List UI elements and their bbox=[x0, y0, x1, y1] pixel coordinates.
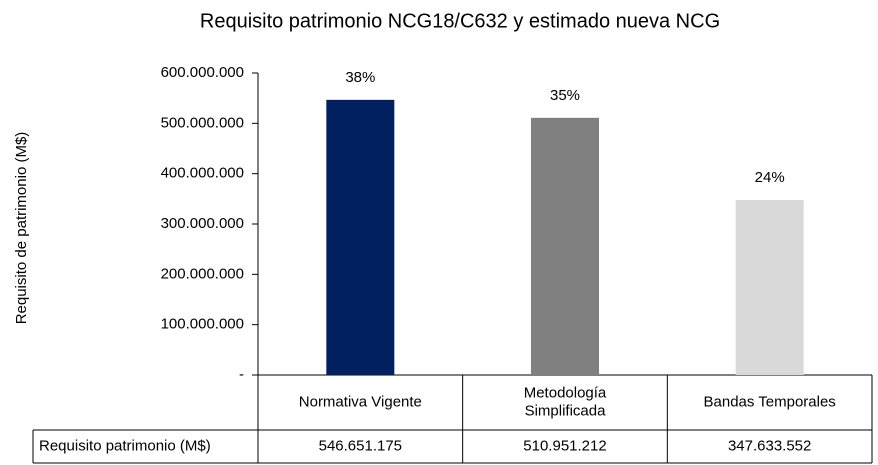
bar-annotation: 35% bbox=[550, 87, 580, 104]
y-tick-label: 300.000.000 bbox=[161, 215, 244, 232]
table-row-header: Requisito patrimonio (M$) bbox=[39, 437, 211, 454]
y-tick-label: 600.000.000 bbox=[161, 64, 244, 81]
table-value: 546.651.175 bbox=[319, 437, 402, 454]
y-tick-label: 500.000.000 bbox=[161, 114, 244, 131]
bar-annotation: 38% bbox=[345, 69, 375, 86]
x-tick-label: Normativa Vigente bbox=[299, 393, 422, 410]
y-tick-label: 100.000.000 bbox=[161, 316, 244, 333]
x-tick-label: Bandas Temporales bbox=[704, 393, 836, 410]
y-tick-label: - bbox=[239, 366, 244, 383]
table-value: 510.951.212 bbox=[523, 437, 606, 454]
y-axis-label: Requisito de patrimonio (M$) bbox=[13, 132, 30, 325]
chart-title: Requisito patrimonio NCG18/C632 y estima… bbox=[200, 10, 720, 32]
bar bbox=[531, 117, 599, 375]
table-value: 347.633.552 bbox=[728, 437, 811, 454]
y-tick-label: 200.000.000 bbox=[161, 265, 244, 282]
bar-annotation: 24% bbox=[755, 169, 785, 186]
bar bbox=[326, 99, 395, 376]
x-tick-label: Metodología Simplificada bbox=[524, 384, 607, 419]
bar bbox=[735, 200, 804, 375]
y-tick-label: 400.000.000 bbox=[161, 165, 244, 182]
